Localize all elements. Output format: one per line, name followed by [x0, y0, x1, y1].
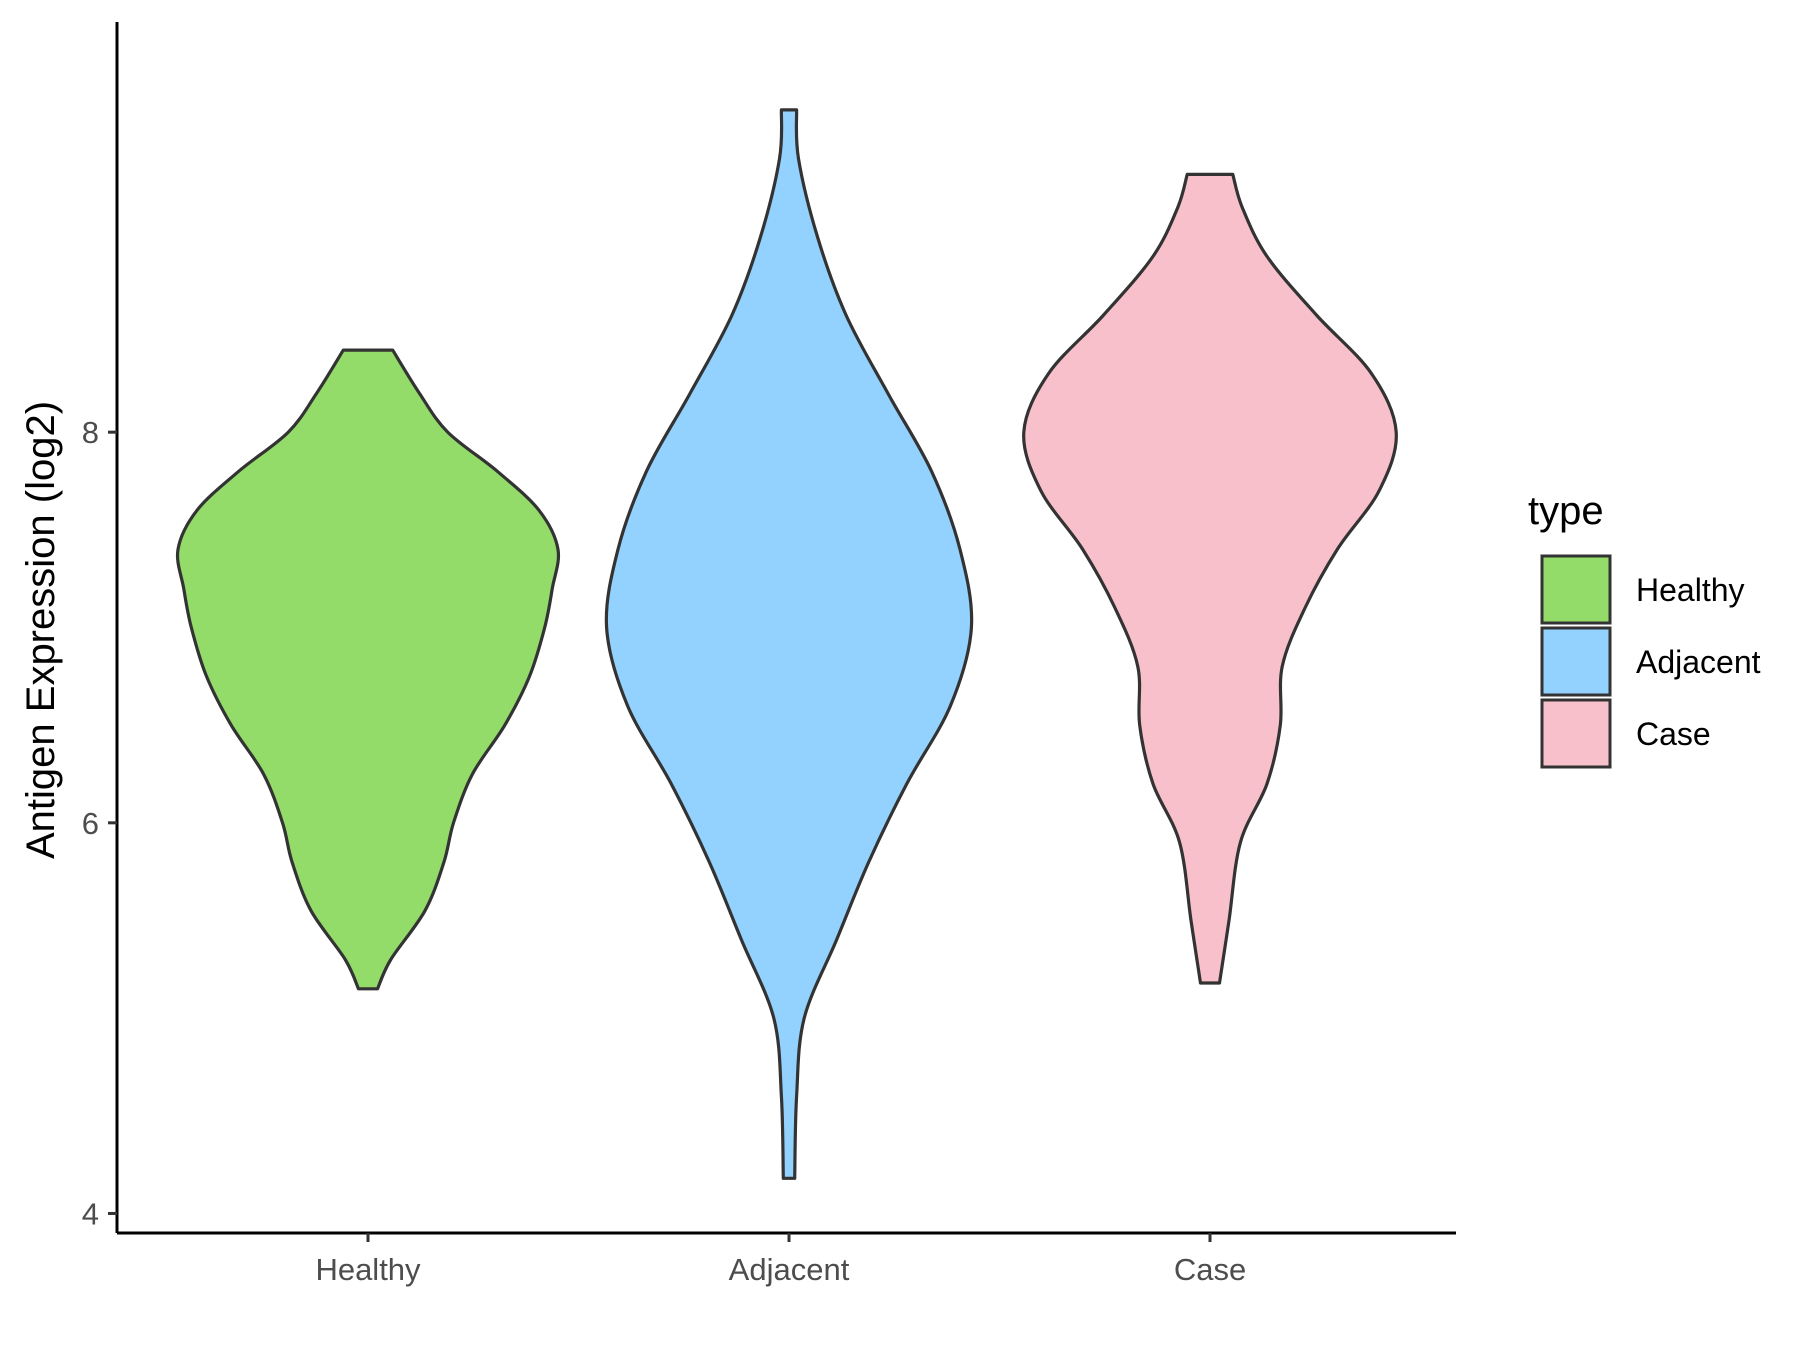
- legend-label-healthy: Healthy: [1636, 572, 1745, 608]
- legend: type Healthy Adjacent Case: [1528, 489, 1761, 769]
- x-tick-label: Adjacent: [729, 1252, 850, 1287]
- y-ticks: 4 6 8: [82, 415, 117, 1231]
- y-tick-label: 6: [82, 806, 99, 841]
- legend-key-adjacent: [1540, 626, 1612, 697]
- violin-adjacent: [604, 108, 974, 1180]
- y-axis-title: Antigen Expression (log2): [19, 401, 63, 859]
- x-tick-label: Healthy: [315, 1252, 421, 1287]
- y-tick-label: 4: [82, 1196, 99, 1231]
- plot-area: [175, 108, 1398, 1180]
- violin-case: [1022, 172, 1398, 985]
- legend-label-case: Case: [1636, 716, 1711, 752]
- x-tick-label: Case: [1174, 1252, 1246, 1287]
- legend-items: Healthy Adjacent Case: [1540, 554, 1761, 769]
- legend-key-case: [1540, 698, 1612, 769]
- x-ticks: Healthy Adjacent Case: [315, 1233, 1246, 1287]
- axes: 4 6 8 Healthy Adjacent Case: [82, 22, 1456, 1287]
- legend-title: type: [1528, 489, 1604, 533]
- legend-key-healthy: [1540, 554, 1612, 625]
- y-tick-label: 8: [82, 415, 99, 450]
- legend-label-adjacent: Adjacent: [1636, 644, 1761, 680]
- violin-healthy: [175, 348, 561, 991]
